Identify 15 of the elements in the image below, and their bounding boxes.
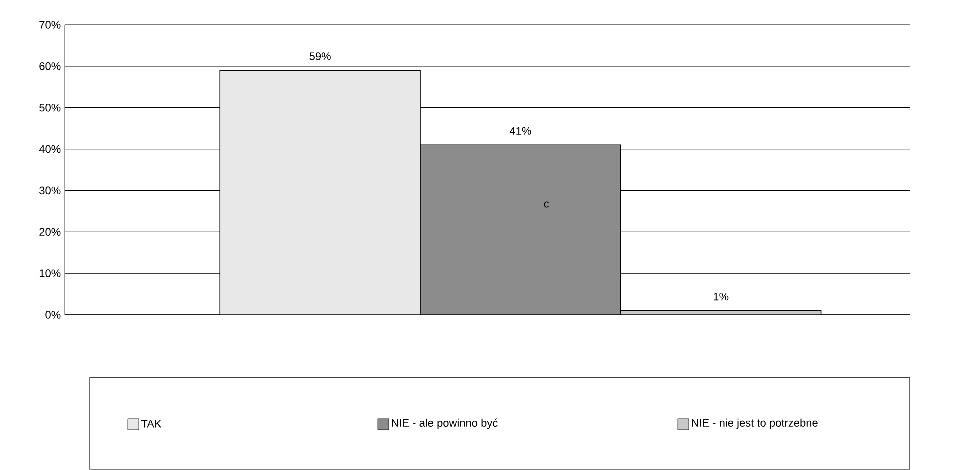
legend-label: NIE - ale powinno być — [392, 418, 498, 430]
y-tick-label: 60% — [40, 62, 61, 70]
y-tick-label: 20% — [40, 228, 61, 236]
y-tick-label: 10% — [40, 270, 61, 278]
data-label: 41% — [510, 127, 532, 135]
y-tick-label: 0% — [46, 311, 61, 319]
y-tick-label: 40% — [39, 145, 61, 154]
data-label: 1% — [714, 292, 729, 301]
legend-label: NIE - nie jest to potrzebne — [692, 418, 818, 430]
annotation: c — [544, 202, 550, 208]
y-tick-label: 50% — [40, 104, 61, 112]
data-label: 59% — [310, 52, 331, 60]
legend-label: TAK — [141, 420, 162, 428]
y-tick-label: 70% — [40, 21, 61, 29]
y-tick-label: 30% — [40, 186, 61, 195]
